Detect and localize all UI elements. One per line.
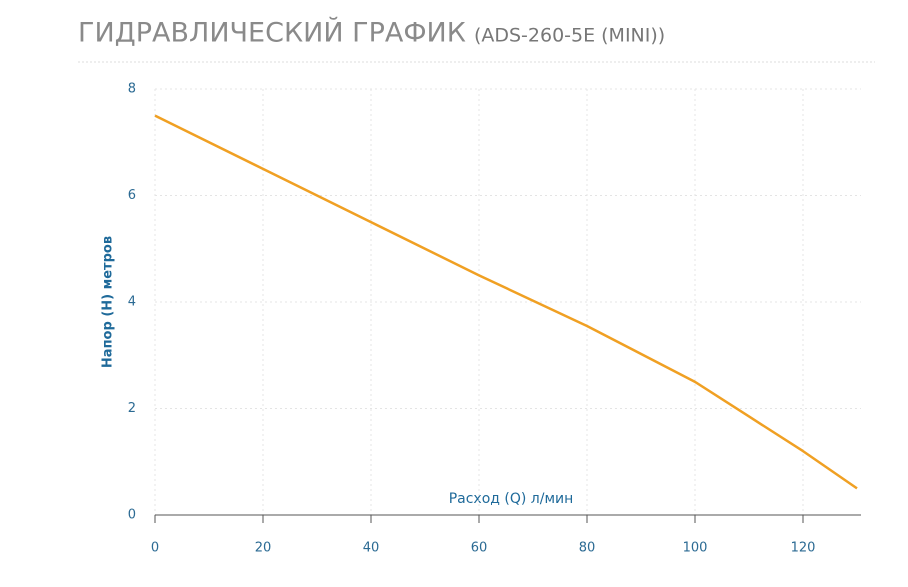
x-tick-label: 0 — [151, 541, 159, 556]
x-tick-label: 80 — [579, 541, 596, 556]
y-tick-label: 4 — [128, 295, 136, 310]
x-axis-label: Расход (Q) л/мин — [449, 491, 574, 507]
x-tick-label: 40 — [363, 541, 380, 556]
y-tick-label: 0 — [128, 508, 136, 523]
x-tick-label: 100 — [683, 541, 708, 556]
x-tick-label: 120 — [791, 541, 816, 556]
y-tick-label: 2 — [128, 401, 136, 416]
y-tick-label: 6 — [128, 188, 136, 203]
chart-title: ГИДРАВЛИЧЕСКИЙ ГРАФИК — [78, 17, 466, 49]
x-tick-label: 20 — [255, 541, 272, 556]
y-axis-label: Напор (H) метров — [101, 236, 116, 368]
line-series — [154, 114, 858, 490]
y-tick-label: 8 — [128, 82, 136, 97]
x-tick-label: 60 — [471, 541, 488, 556]
chart-subtitle: (ADS-260-5E (MINI)) — [474, 25, 665, 47]
